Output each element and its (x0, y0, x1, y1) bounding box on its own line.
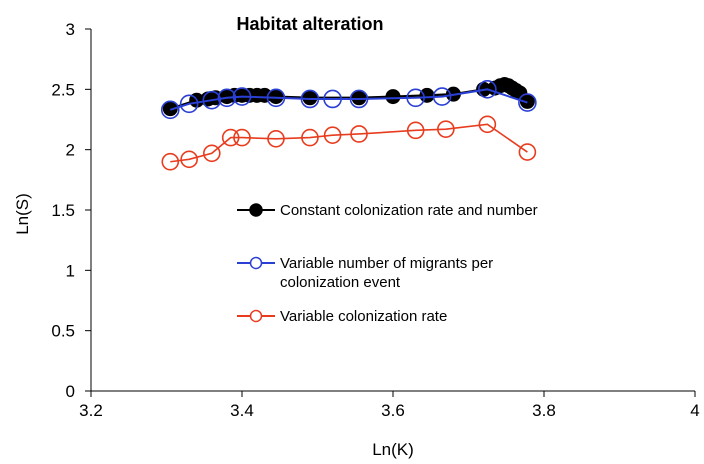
data-point (478, 115, 497, 134)
legend-item-2: Variable colonization rate (237, 308, 447, 325)
x-tick-label: 3.4 (230, 401, 254, 420)
data-point (518, 93, 537, 112)
x-tick-label: 3.2 (79, 401, 103, 420)
x-tick-label: 4 (690, 401, 699, 420)
legend-label: Variable colonization rate (280, 308, 447, 325)
data-point (180, 150, 198, 169)
legend-label-line: Variable number of migrants per (280, 255, 493, 272)
series-line (169, 88, 528, 111)
data-point (161, 152, 180, 171)
data-point (179, 94, 199, 114)
legend-label-line: colonization event (280, 274, 401, 291)
plot-area: 0 0.5 1 1.5 2 2.5 3 3.2 3.4 3.6 3.8 4 (51, 20, 699, 420)
data-point (478, 80, 497, 99)
legend-marker (249, 203, 263, 217)
data-point (406, 121, 425, 140)
y-tick-label: 0.5 (51, 322, 75, 341)
data-point (266, 88, 286, 108)
legend: Constant colonization rate and number Var… (237, 202, 538, 325)
data-point (385, 89, 401, 105)
data-point (301, 128, 319, 147)
data-point (406, 88, 425, 108)
data-point (432, 87, 452, 106)
chart-title: Habitat alteration (236, 14, 383, 34)
data-point (350, 125, 368, 143)
y-tick-label: 1 (66, 261, 75, 280)
data-point (323, 126, 342, 144)
data-point (221, 128, 240, 147)
data-point (233, 128, 251, 147)
data-point (160, 100, 180, 120)
legend-marker (249, 309, 263, 323)
data-point (349, 89, 369, 109)
series-1 (160, 80, 537, 120)
data-point (217, 88, 237, 108)
y-tick-label: 1.5 (51, 201, 75, 220)
x-tick-label: 3.8 (532, 401, 556, 420)
data-point (323, 89, 342, 109)
data-point (203, 144, 221, 163)
data-point (267, 130, 285, 148)
data-point (518, 143, 537, 161)
series-line (170, 123, 528, 163)
y-tick-label: 0 (66, 382, 75, 401)
x-tick-label: 3.6 (381, 401, 405, 420)
data-point (437, 120, 455, 138)
y-axis-title: Ln(S) (13, 193, 32, 235)
data-point (300, 89, 320, 109)
x-axis-title: Ln(K) (372, 440, 414, 459)
legend-item-0: Constant colonization rate and number (237, 202, 538, 219)
legend-label: Variable number of migrants per colonizat… (280, 255, 493, 291)
data-point (202, 90, 222, 110)
data-point (232, 87, 252, 106)
y-tick-label: 3 (66, 20, 75, 39)
y-tick-label: 2.5 (51, 80, 75, 99)
series-0 (162, 77, 535, 117)
legend-label-line: Variable colonization rate (280, 308, 447, 325)
legend-label-line: Constant colonization rate and number (280, 202, 538, 219)
y-tick-label: 2 (66, 141, 75, 160)
legend-item-1: Variable number of migrants per colonizat… (237, 255, 493, 291)
legend-marker (249, 256, 263, 270)
series-2 (161, 115, 537, 171)
legend-label: Constant colonization rate and number (280, 202, 538, 219)
